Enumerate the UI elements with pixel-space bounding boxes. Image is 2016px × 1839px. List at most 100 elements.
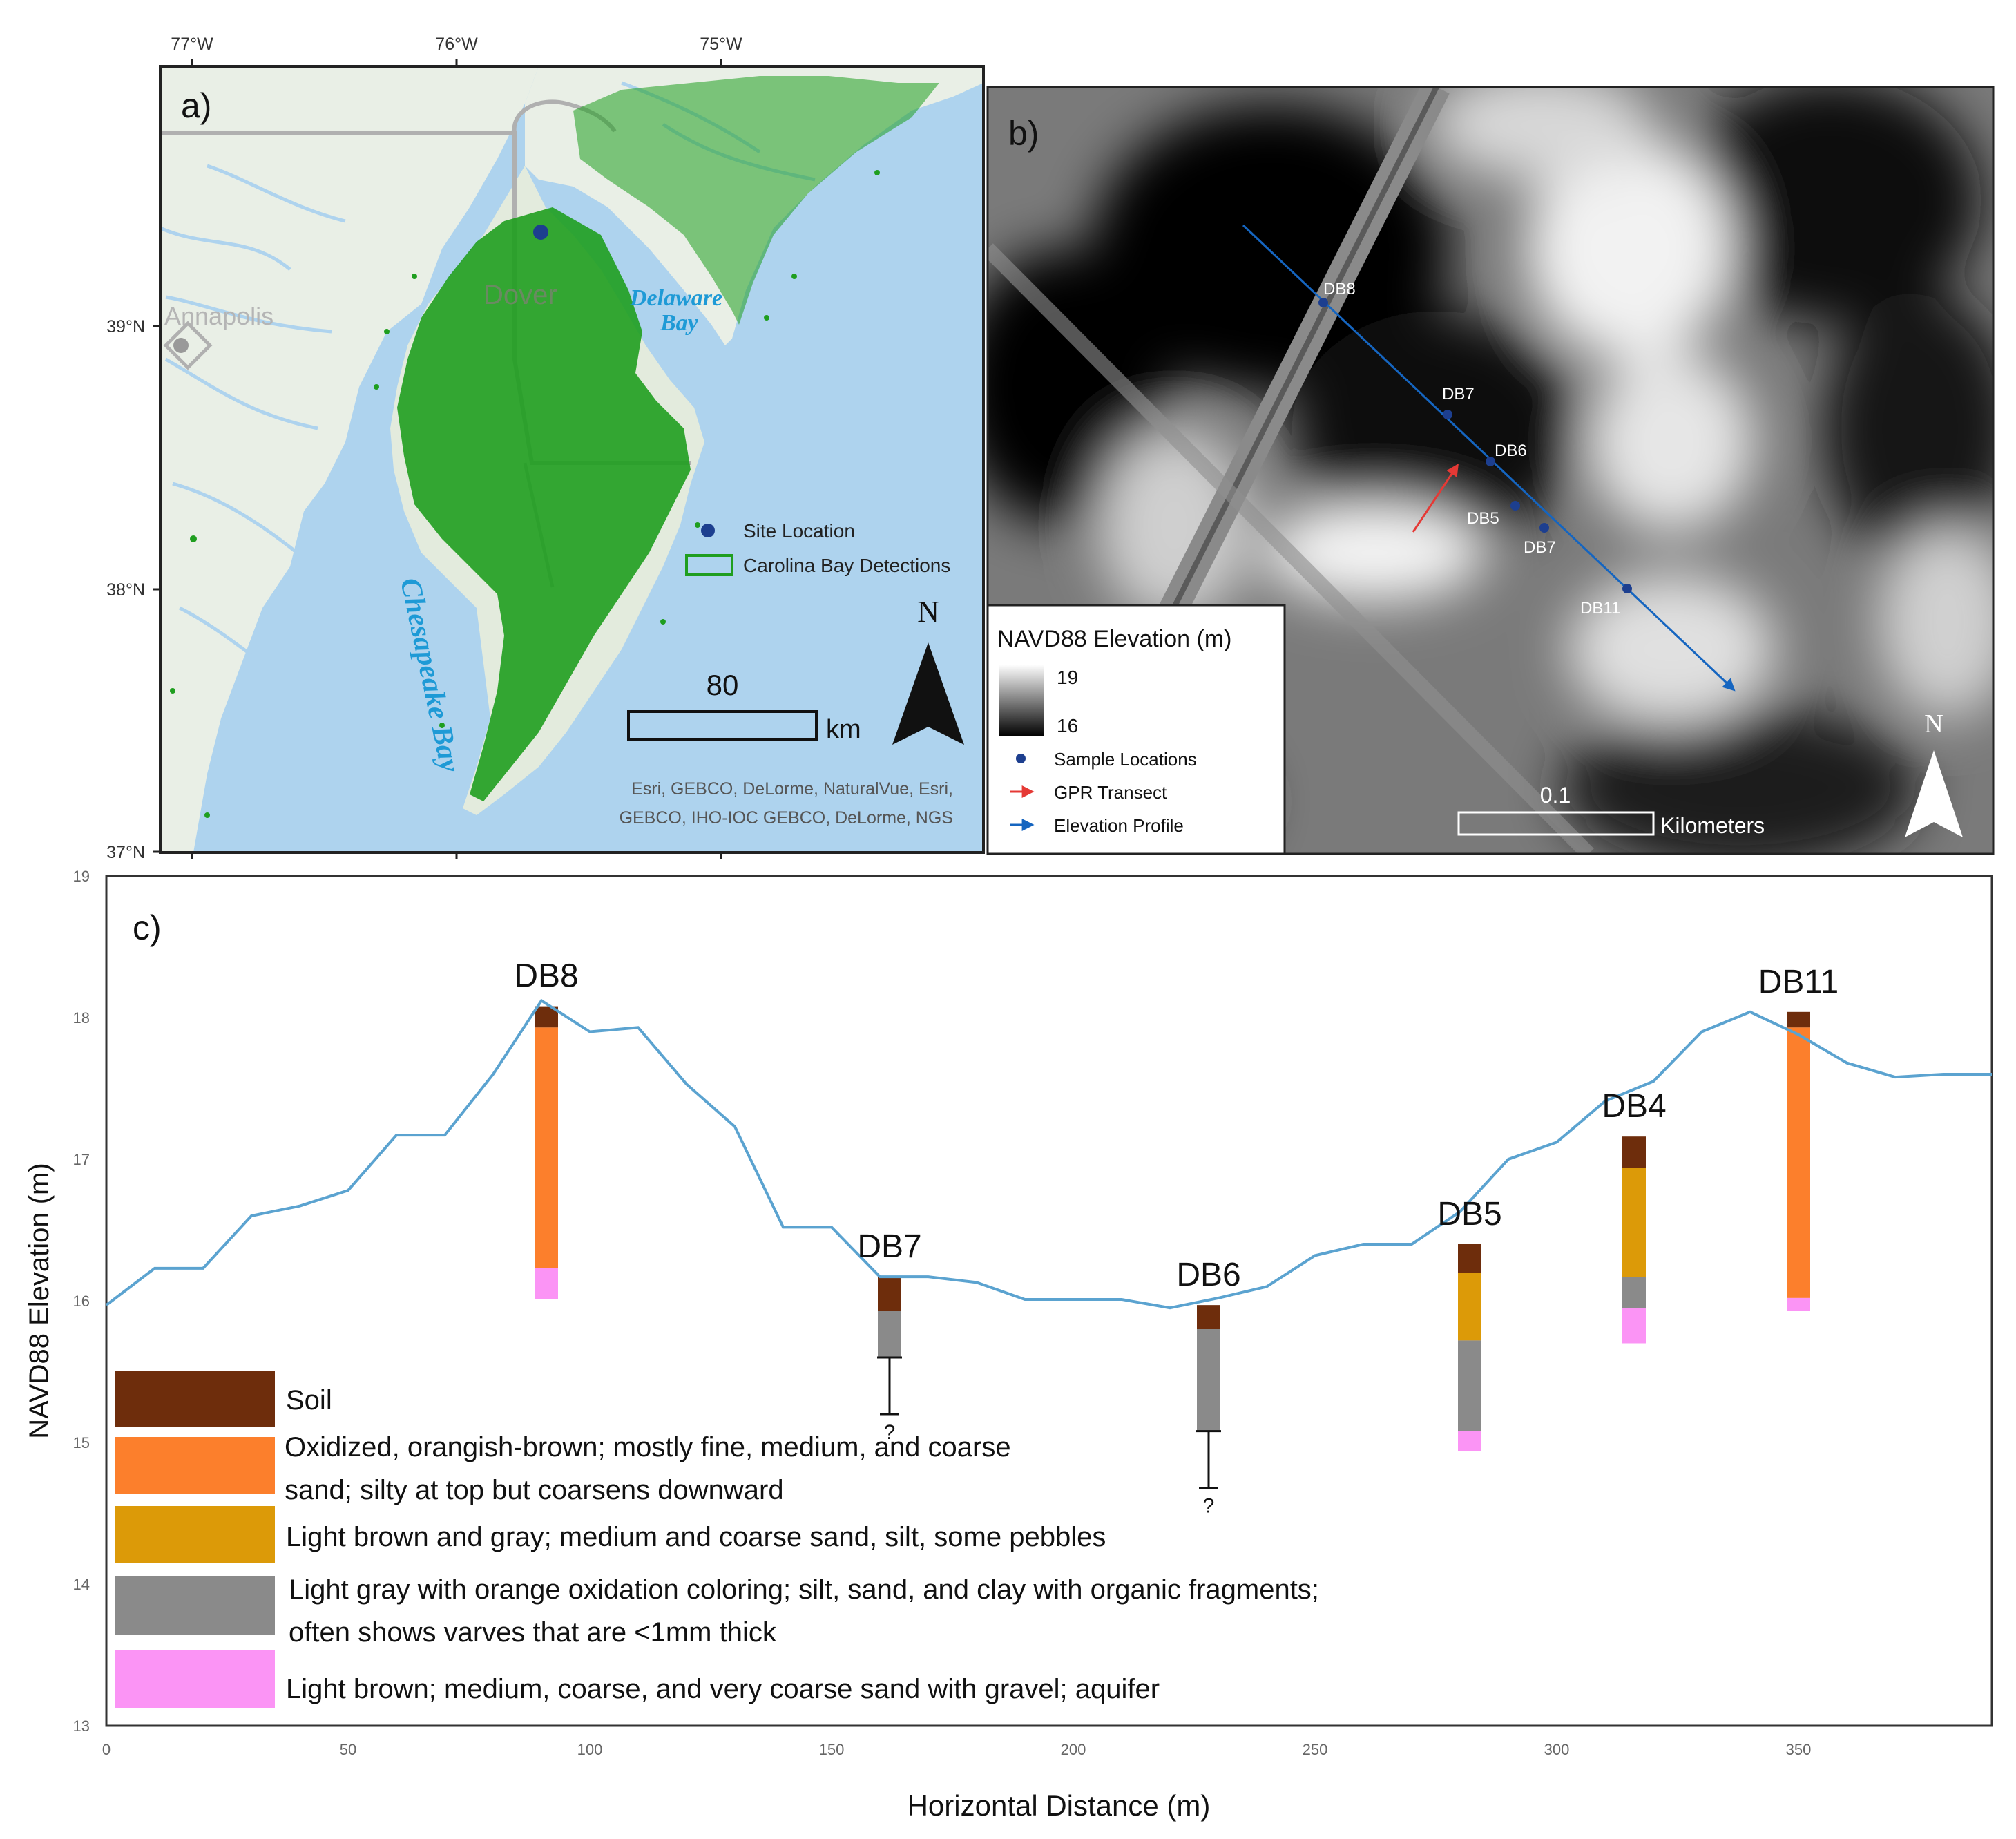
y-tick-label: 17 [73, 1151, 90, 1168]
y-tick-label: 13 [73, 1717, 90, 1735]
place-label-delaware-bay: Delaware [629, 285, 722, 311]
legend-elevation-high: 19 [1057, 667, 1078, 688]
legend-text-light-brown-gray: Light brown and gray; medium and coarse … [286, 1522, 1106, 1552]
annapolis-marker [163, 321, 213, 370]
y-axis-label: NAVD88 Elevation (m) [24, 1163, 55, 1438]
detection-dots [170, 170, 880, 818]
core-layer-light-brown-gray [1458, 1273, 1481, 1341]
core-layer-light-brown-gray [1622, 1168, 1646, 1277]
panel-c-label: c) [133, 908, 162, 947]
longitude-ticks [191, 59, 722, 859]
western-shore-land [160, 66, 539, 852]
north-arrow-a-icon [892, 642, 964, 745]
panel-a-label: a) [181, 86, 211, 125]
x-tick-label: 0 [102, 1741, 111, 1758]
place-label-dover: Dover [483, 280, 557, 310]
x-tick-label: 100 [577, 1741, 603, 1758]
core-layer-soil [1787, 1011, 1810, 1028]
legend-detections-label: Carolina Bay Detections [743, 555, 950, 576]
core-label-db8: DB8 [514, 958, 578, 995]
legend-elevation-low: 16 [1057, 715, 1078, 736]
y-tick-label: 18 [73, 1009, 90, 1027]
core-layer-soil [1622, 1136, 1646, 1168]
north-arrow-b-icon [1905, 750, 1963, 837]
core-layer-oxidized-sand [535, 1027, 558, 1268]
core-layer-light-gray-clay [1622, 1277, 1646, 1308]
legend-swatch-soil [115, 1371, 275, 1427]
map-credit-line-2: GEBCO, IHO-IOC GEBCO, DeLorme, NGS [620, 808, 953, 828]
place-label-annapolis: Annapolis [164, 302, 273, 330]
legend-detections-symbol [685, 554, 733, 576]
x-axis-label: Horizontal Distance (m) [908, 1789, 1211, 1822]
lithology-legend: Soil Oxidized, orangish-brown; mostly fi… [115, 1371, 1319, 1708]
north-label-a: N [917, 595, 939, 629]
core-layer-soil [878, 1277, 901, 1311]
core-layer-oxidized-sand [1787, 1027, 1810, 1298]
legend-elevation-ramp [999, 665, 1044, 736]
place-label-delaware-bay-2: Bay [660, 310, 699, 336]
legend-elevation-title: NAVD88 Elevation (m) [997, 626, 1232, 652]
panel-b-frame [986, 86, 1995, 855]
y-axis-ticks: 13 14 15 16 17 18 19 [73, 868, 90, 1735]
sample-label-db11: DB11 [1580, 599, 1620, 618]
scale-unit-a: km [826, 715, 861, 744]
x-tick-label: 350 [1786, 1741, 1812, 1758]
legend-swatch-aquifer [115, 1650, 275, 1708]
x-tick-label: 250 [1303, 1741, 1328, 1758]
lat-tick-37n: 37°N [106, 843, 145, 862]
elevation-profile-series [105, 998, 1992, 1310]
core-uncertainty-mark: ? [884, 1421, 896, 1444]
core-layer-aquifer [1622, 1308, 1646, 1344]
x-axis-ticks: 0 50 100 150 200 250 300 350 [102, 1741, 1811, 1758]
core-uncertainty-mark: ? [1203, 1495, 1215, 1518]
legend-site-symbol [701, 524, 715, 537]
legend-text-oxidized-sand-1: Oxidized, orangish-brown; mostly fine, m… [285, 1432, 1011, 1462]
detection-cluster [397, 207, 691, 801]
core-layer-soil [1458, 1244, 1481, 1273]
y-tick-label: 19 [73, 868, 90, 885]
lon-tick-76w: 76°W [435, 35, 478, 54]
core-label-db5: DB5 [1437, 1196, 1501, 1232]
x-tick-label: 200 [1061, 1741, 1086, 1758]
core-label-db11: DB11 [1758, 964, 1839, 1000]
lon-tick-75w: 75°W [700, 35, 742, 54]
core-label-db6: DB6 [1176, 1257, 1240, 1293]
panel-b-label: b) [1008, 114, 1039, 153]
map-credit-line-1: Esri, GEBCO, DeLorme, NaturalVue, Esri, [631, 779, 953, 799]
y-tick-label: 16 [73, 1293, 90, 1310]
sample-label-db5: DB5 [1467, 509, 1499, 528]
x-tick-label: 50 [340, 1741, 356, 1758]
legend-samples-label: Sample Locations [1054, 749, 1197, 770]
x-tick-label: 300 [1544, 1741, 1570, 1758]
y-tick-label: 15 [73, 1434, 90, 1451]
panel-a-frame [159, 65, 985, 854]
scale-bar-a [627, 710, 818, 741]
lat-tick-39n: 39°N [106, 317, 145, 336]
sample-label-db6: DB6 [1495, 441, 1527, 460]
legend-text-light-gray-clay-1: Light gray with orange oxidation colorin… [289, 1574, 1319, 1605]
y-tick-label: 14 [73, 1576, 90, 1593]
road-cross [988, 243, 1594, 854]
core-layer-aquifer [1787, 1297, 1810, 1311]
legend-text-soil: Soil [286, 1385, 332, 1416]
core-layer-light-gray-clay [1197, 1329, 1220, 1431]
core-labels: DB8 DB7 DB6 DB5 DB4 DB11 [514, 958, 1839, 1294]
scale-value-a: 80 [707, 669, 739, 701]
panel-a-map: 77°W 76°W 75°W 39°N 38°N 37°N a) Dover A… [106, 35, 985, 862]
scale-unit-b: Kilometers [1660, 813, 1765, 838]
legend-gpr-label: GPR Transect [1054, 782, 1167, 803]
gpr-transect [1412, 464, 1459, 533]
sample-label-db7-b: DB7 [1524, 538, 1556, 557]
core-layer-light-gray-clay [1458, 1340, 1481, 1431]
core-layer-light-gray-clay [878, 1311, 901, 1357]
sample-label-db8: DB8 [1323, 280, 1356, 298]
sample-points [1318, 298, 1632, 593]
core-layer-soil [1197, 1305, 1220, 1329]
core-layer-aquifer [535, 1268, 558, 1299]
sample-label-db7: DB7 [1442, 385, 1475, 403]
legend-site-label: Site Location [743, 520, 855, 542]
legend-swatch-light-brown-gray [115, 1506, 275, 1563]
core-label-db7: DB7 [857, 1228, 921, 1265]
legend-text-oxidized-sand-2: sand; silty at top but coarsens downward [285, 1475, 784, 1505]
